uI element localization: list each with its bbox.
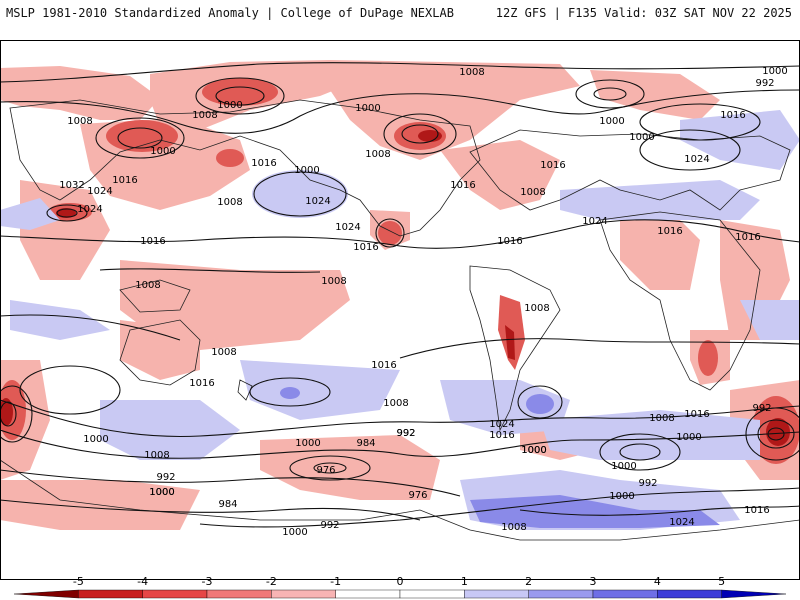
colorbar-block — [206, 589, 272, 599]
colorbar-block — [528, 589, 594, 599]
colorbar-tick-label: -3 — [202, 575, 213, 588]
isobar-label: 1008 — [365, 149, 390, 160]
isobar-label: 1008 — [524, 303, 549, 314]
isobar-label: 1024 — [77, 204, 102, 215]
isobar-label: 1008 — [383, 398, 408, 409]
isobar-label: 1000 — [611, 461, 636, 472]
colorbar-tick-label: 4 — [654, 575, 661, 588]
colorbar-block — [142, 589, 208, 599]
isobar-label: 1016 — [112, 175, 137, 186]
isobar-label: 1016 — [540, 160, 565, 171]
isobar-label: 1008 — [501, 522, 526, 533]
colorbar-tick-label: 3 — [590, 575, 597, 588]
colorbar-tick-label: 1 — [461, 575, 468, 588]
colorbar-block — [464, 589, 529, 599]
isobar-label: 1016 — [140, 236, 165, 247]
isobar-label: 1000 — [521, 445, 546, 456]
isobar-label: 1008 — [520, 187, 545, 198]
isobar-label: 1000 — [149, 487, 174, 498]
isobar-label: 1016 — [735, 232, 760, 243]
isobar-label: 1016 — [251, 158, 276, 169]
colorbar-block — [78, 589, 143, 599]
isobar-labels: 1008 1000 992 1016 1000 1008 1000 1008 1… — [59, 66, 787, 538]
isobar-label: 1000 — [149, 487, 174, 498]
isobar-label: 1000 — [355, 103, 380, 114]
isobar-contours — [0, 62, 800, 528]
isobar-label: 1000 — [295, 438, 320, 449]
colorbar-block — [399, 589, 465, 599]
anomaly-colorbar: -5 -4 -3 -2 -1 0 1 2 3 4 5 — [13, 575, 787, 599]
isobar-label: 1016 — [720, 110, 745, 121]
isobar-label: 1032 — [59, 180, 84, 191]
isobar-label: 1000 — [599, 116, 624, 127]
isobar-label: 992 — [156, 472, 175, 483]
colorbar-tick-label: -5 — [73, 575, 84, 588]
isobar-label: 1016 — [450, 180, 475, 191]
isobar-label: 1008 — [67, 116, 92, 127]
isobar-label: 1016 — [657, 226, 682, 237]
isobar-label: 1000 — [150, 146, 175, 157]
colorbar-block — [335, 589, 401, 599]
colorbar-block — [592, 589, 658, 599]
colorbar-block — [721, 589, 787, 599]
colorbar-tick-label: 2 — [525, 575, 532, 588]
isobar-label: 1000 — [676, 432, 701, 443]
isobar-label: 992 — [396, 428, 415, 439]
isobar-label: 1000 — [762, 66, 787, 77]
isobar-label: 1016 — [684, 409, 709, 420]
isobar-label: 1024 — [582, 216, 607, 227]
isobar-label: 1016 — [489, 430, 514, 441]
isobar-label: 1008 — [217, 197, 242, 208]
colorbar-tick-label: -4 — [137, 575, 148, 588]
isobar-label: 992 — [320, 520, 339, 531]
isobar-label: 1000 — [282, 527, 307, 538]
isobar-label: 1000 — [521, 445, 546, 456]
isobar-label: 1024 — [669, 517, 694, 528]
colorbar-block — [657, 589, 722, 599]
isobar-label: 1024 — [87, 186, 112, 197]
isobar-label: 992 — [638, 478, 657, 489]
colorbar-tick-label: 0 — [397, 575, 404, 588]
isobar-label: 984 — [218, 499, 237, 510]
anomaly-map: 1008 1000 992 1016 1000 1008 1000 1008 1… — [0, 40, 800, 580]
isobar-label: 1016 — [497, 236, 522, 247]
isobar-label: 1008 — [459, 67, 484, 78]
isobar-label: 1000 — [83, 434, 108, 445]
colorbar-tick-labels: -5 -4 -3 -2 -1 0 1 2 3 4 5 — [73, 575, 725, 588]
isobar-label: 1000 — [629, 132, 654, 143]
isobar-label: 1008 — [649, 413, 674, 424]
map-title: MSLP 1981-2010 Standardized Anomaly | Co… — [6, 6, 454, 20]
strong-positive-anomaly — [280, 387, 720, 528]
isobar-label: 1016 — [189, 378, 214, 389]
colorbar-block — [271, 589, 336, 599]
isobar-label: 1000 — [294, 165, 319, 176]
isobar-label: 1024 — [684, 154, 709, 165]
colorbar-block — [13, 589, 79, 599]
isobar-label: 1024 — [489, 419, 514, 430]
isobar-label: 1000 — [609, 491, 634, 502]
isobar-label: 976 — [408, 490, 427, 501]
isobar-label: 1008 — [211, 347, 236, 358]
colorbar-tick-label: -2 — [266, 575, 277, 588]
isobar-label: 1024 — [305, 196, 330, 207]
isobar-label: 1016 — [744, 505, 769, 516]
isobar-label: 992 — [396, 428, 415, 439]
isobar-label: 976 — [316, 465, 335, 476]
isobar-label: 1016 — [371, 360, 396, 371]
isobar-label: 1008 — [135, 280, 160, 291]
isobar-label: 1008 — [321, 276, 346, 287]
isobar-label: 1016 — [353, 242, 378, 253]
model-valid-time: 12Z GFS | F135 Valid: 03Z SAT NOV 22 202… — [495, 6, 792, 20]
isobar-label: 1000 — [217, 100, 242, 111]
coastlines — [0, 99, 800, 541]
isobar-label: 1024 — [335, 222, 360, 233]
isobar-label: 984 — [356, 438, 375, 449]
isobar-label: 992 — [755, 78, 774, 89]
isobar-label: 992 — [752, 403, 771, 414]
colorbar-tick-label: 5 — [718, 575, 725, 588]
colorbar-blocks — [13, 589, 787, 599]
colorbar-tick-label: -1 — [330, 575, 341, 588]
isobar-label: 1008 — [144, 450, 169, 461]
isobar-label: 1008 — [192, 110, 217, 121]
